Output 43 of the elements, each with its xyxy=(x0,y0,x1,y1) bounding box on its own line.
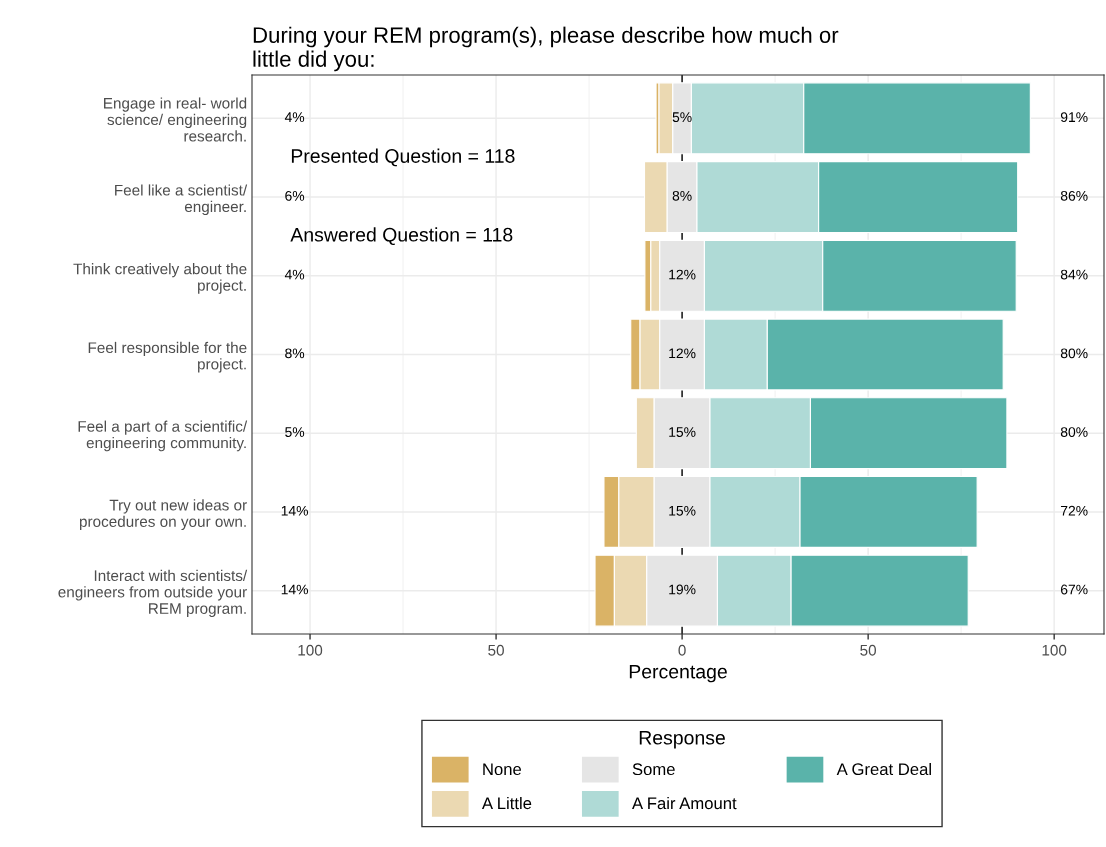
legend-label: Some xyxy=(632,763,675,776)
y-tick-label: Feel a part of a scientific/ engineering community. xyxy=(78,420,248,452)
data-label: 12% xyxy=(669,348,696,359)
annotation: 14% xyxy=(281,584,309,595)
annotation: 86% xyxy=(1060,190,1088,201)
annotation: 4% xyxy=(284,112,305,122)
legend-label: A Little xyxy=(481,796,532,810)
legend-label: A Great Deal xyxy=(836,762,931,776)
annotation: 14% xyxy=(281,505,309,516)
data-label: 19% xyxy=(669,584,696,595)
data-label: 5% xyxy=(672,112,692,123)
data-label: 15% xyxy=(669,505,696,516)
y-tick-label: Interact with scientists/ engineers from outside your REM program. xyxy=(58,569,248,617)
x-tick-label: 100 xyxy=(298,644,323,656)
y-tick-label: Think creatively about the project. xyxy=(73,263,247,294)
x-tick-label: 100 xyxy=(1042,644,1067,656)
legend-label: None xyxy=(483,763,522,776)
annotation: 80% xyxy=(1060,427,1088,437)
annotation: 4% xyxy=(284,269,305,280)
annotation: 84% xyxy=(1060,269,1088,280)
annotation: 6% xyxy=(285,190,305,201)
annotation: Presented Question = 118 xyxy=(291,148,515,167)
x-axis-title: Percentage xyxy=(629,664,727,683)
x-tick-label: 50 xyxy=(488,644,504,656)
legend-label: A Fair Amount xyxy=(632,796,737,810)
annotation: 67% xyxy=(1060,584,1088,595)
data-label: 12% xyxy=(669,269,696,280)
annotation: Answered Question = 118 xyxy=(290,227,513,246)
y-tick-label: Feel responsible for the project. xyxy=(88,341,247,373)
y-tick-label: Feel like a scientist/ engineer. xyxy=(115,184,248,216)
x-tick-label: 50 xyxy=(860,644,877,656)
y-tick-label: Engage in real- world science/ engineering research. xyxy=(104,97,247,142)
data-label: 8% xyxy=(672,190,692,201)
y-tick-label: Try out new ideas or procedures on your own. xyxy=(79,499,247,531)
annotation: 8% xyxy=(285,348,305,359)
legend-title: Response xyxy=(639,731,725,749)
annotation: 91% xyxy=(1060,112,1088,123)
chart-title: During your REM program(s), please describe how much or little did you: xyxy=(253,26,839,72)
annotation: 80% xyxy=(1060,348,1088,359)
annotation: 5% xyxy=(285,427,305,437)
annotation: 72% xyxy=(1060,505,1088,516)
x-tick-label: 0 xyxy=(678,644,686,656)
data-label: 15% xyxy=(669,427,696,437)
